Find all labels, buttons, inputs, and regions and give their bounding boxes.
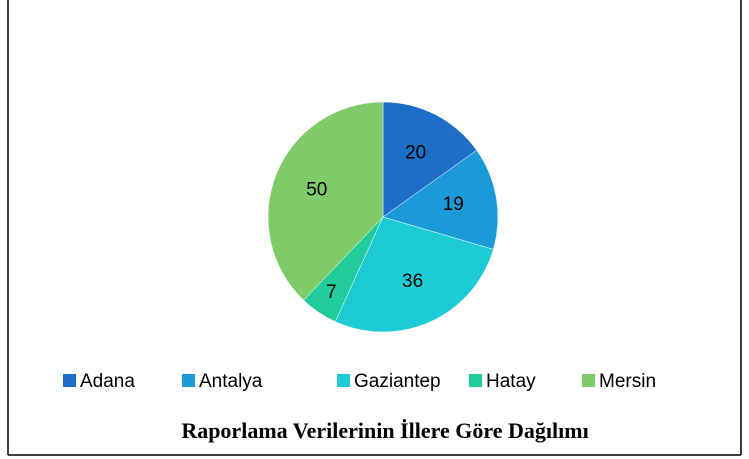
- legend-swatch: [182, 374, 195, 387]
- chart-title: Raporlama Verilerinin İllere Göre Dağılı…: [181, 418, 588, 443]
- pie-slice: [382, 101, 478, 218]
- pie-slice: [267, 101, 384, 301]
- pie-slice: [382, 149, 499, 250]
- legend-label: Hatay: [486, 371, 536, 392]
- legend-swatch: [469, 374, 482, 387]
- pie-slice: [334, 216, 494, 333]
- legend-label: Gaziantep: [354, 371, 441, 392]
- legend-label: Mersin: [599, 371, 656, 392]
- data-label: 19: [443, 194, 464, 215]
- frame: [7, 0, 742, 456]
- legend-swatch: [337, 374, 350, 387]
- data-label: 7: [326, 282, 337, 303]
- legend-label: Adana: [80, 371, 135, 392]
- data-label: 36: [402, 271, 423, 292]
- legend-label: Antalya: [199, 371, 263, 392]
- data-label: 50: [306, 180, 327, 201]
- legend-swatch: [582, 374, 595, 387]
- data-label: 20: [405, 143, 426, 164]
- legend-swatch: [63, 374, 76, 387]
